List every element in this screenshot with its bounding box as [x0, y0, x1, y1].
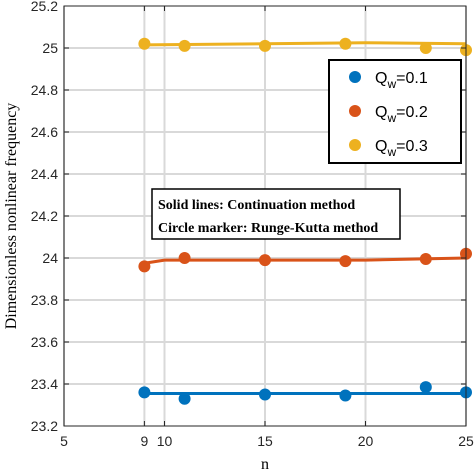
- y-tick-label: 23.8: [31, 292, 58, 308]
- y-ticks: 23.2 23.4 23.6 23.8 24 24.2 24.4 24.6 24.8 25 25.2: [31, 0, 466, 434]
- legend-marker-1: [349, 71, 361, 83]
- series-marker-3: [138, 37, 151, 50]
- x-tick-label: 25: [458, 433, 474, 449]
- series-line-3: [144, 41, 467, 47]
- y-tick-label: 23.6: [31, 334, 58, 350]
- series-marker-1: [178, 392, 191, 405]
- y-tick-label: 24.6: [31, 124, 58, 140]
- annotation-line-1: Solid lines: Continuation method: [158, 198, 355, 213]
- legend-label-1: Qw=0.1: [375, 70, 428, 91]
- x-ticks: 5 9 10 15 20 25: [60, 6, 474, 449]
- series-line-2: [144, 256, 467, 265]
- y-tick-label: 25.2: [31, 0, 58, 14]
- x-tick-label: 5: [60, 433, 68, 449]
- y-tick-label: 24.8: [31, 82, 58, 98]
- series-marker-1: [419, 381, 432, 394]
- y-axis-label: Dimensionless nonlinear frequency: [3, 103, 20, 330]
- y-tick-label: 24.2: [31, 208, 58, 224]
- series-marker-2: [259, 254, 271, 267]
- annotation-box: [151, 188, 401, 240]
- y-tick-label: 25: [42, 40, 58, 56]
- y-tick-label: 23.4: [31, 376, 58, 392]
- method-annotation: Solid lines: Continuation method Circle …: [151, 188, 401, 240]
- series-markers: [138, 37, 472, 405]
- series-marker-2: [178, 252, 191, 264]
- series-marker-1: [259, 388, 271, 401]
- series-marker-3: [419, 42, 432, 54]
- legend-label-2: Qw=0.2: [375, 104, 428, 125]
- series-marker-1: [339, 389, 352, 402]
- legend: Qw=0.1 Qw=0.2 Qw=0.3: [328, 59, 462, 164]
- legend-marker-2: [349, 105, 361, 117]
- x-tick-label: 20: [358, 433, 374, 449]
- series-marker-2: [339, 255, 352, 268]
- legend-label-3: Qw=0.3: [375, 138, 428, 159]
- x-axis-label: n: [261, 456, 269, 473]
- y-tick-label: 24.4: [31, 166, 58, 182]
- series-marker-3: [339, 37, 352, 50]
- series-marker-3: [178, 39, 191, 52]
- y-tick-label: 23.2: [31, 418, 58, 434]
- legend-marker-3: [349, 139, 361, 151]
- series-marker-3: [259, 39, 271, 52]
- series-marker-1: [138, 386, 151, 399]
- x-tick-label: 9: [141, 433, 149, 449]
- x-tick-label: 10: [157, 433, 173, 449]
- series-marker-2: [138, 260, 151, 273]
- y-tick-label: 24: [42, 250, 58, 266]
- series-marker-2: [419, 253, 432, 266]
- x-tick-label: 15: [257, 433, 273, 449]
- annotation-line-2: Circle marker: Runge-Kutta method: [158, 221, 378, 236]
